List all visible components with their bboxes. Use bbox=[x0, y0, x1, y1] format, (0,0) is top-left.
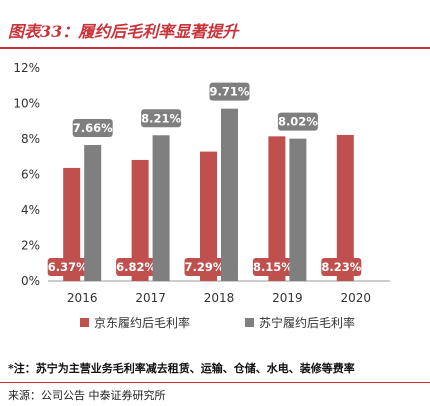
data-label-box bbox=[209, 82, 250, 101]
y-tick-label: 2% bbox=[21, 239, 40, 253]
bar-jd-2016 bbox=[63, 167, 81, 281]
data-label: 8.02% bbox=[278, 115, 318, 129]
legend-label: 苏宁履约后毛利率 bbox=[259, 315, 355, 330]
data-label-box bbox=[252, 258, 293, 276]
data-label: 6.82% bbox=[116, 260, 156, 274]
data-label: 7.29% bbox=[185, 260, 225, 274]
bar-jd-2019 bbox=[268, 136, 286, 281]
bar-suning-2017 bbox=[152, 135, 170, 281]
data-label-box bbox=[116, 258, 157, 276]
data-label: 8.21% bbox=[141, 111, 181, 125]
y-tick-label: 10% bbox=[13, 97, 40, 111]
x-tick-label: 2020 bbox=[341, 291, 372, 305]
bar-suning-2018 bbox=[221, 108, 238, 282]
y-tick-label: 8% bbox=[21, 132, 40, 146]
legend-swatch bbox=[80, 318, 89, 327]
x-tick-label: 2017 bbox=[135, 291, 166, 305]
note-divider bbox=[0, 382, 430, 383]
chart-title: 图表33：履约后毛利率显著提升 bbox=[8, 22, 239, 41]
data-label-box bbox=[141, 109, 182, 128]
y-tick-label: 0% bbox=[21, 274, 40, 288]
bar-jd-2017 bbox=[131, 159, 149, 281]
data-label-box bbox=[277, 112, 318, 131]
title-divider bbox=[0, 47, 430, 49]
bar-chart: 0% 2% 4% 6% 8% 10% 12% 2016 6.37% 7.66% 2017 6.82% 8… bbox=[13, 61, 390, 330]
data-label: 6.37% bbox=[48, 260, 88, 274]
x-tick-label: 2016 bbox=[67, 291, 98, 305]
data-label-box bbox=[321, 258, 362, 276]
data-label: 8.15% bbox=[253, 260, 293, 274]
y-tick-label: 12% bbox=[13, 61, 40, 75]
data-label-box bbox=[47, 258, 88, 276]
data-label-box bbox=[72, 119, 113, 138]
x-tick-label: 2019 bbox=[272, 291, 303, 305]
legend-swatch bbox=[245, 318, 254, 327]
bar-jd-2020 bbox=[336, 134, 354, 281]
y-tick-label: 6% bbox=[21, 168, 40, 182]
x-tick-label: 2018 bbox=[204, 291, 235, 305]
bar-suning-2016 bbox=[84, 145, 102, 281]
chart-source: 来源：公司公告 中泰证券研究所 bbox=[8, 389, 166, 402]
data-label: 7.66% bbox=[73, 121, 113, 135]
chart-note: *注：苏宁为主营业务毛利率减去租赁、运输、仓储、水电、装修等费率 bbox=[8, 362, 355, 375]
y-tick-label: 4% bbox=[21, 203, 40, 217]
data-label-box bbox=[184, 258, 225, 276]
bar-suning-2019 bbox=[289, 138, 307, 281]
data-label: 8.23% bbox=[321, 260, 361, 274]
bar-jd-2018 bbox=[200, 151, 217, 281]
legend-label: 京东履约后毛利率 bbox=[94, 315, 190, 330]
data-label: 9.71% bbox=[210, 85, 250, 99]
